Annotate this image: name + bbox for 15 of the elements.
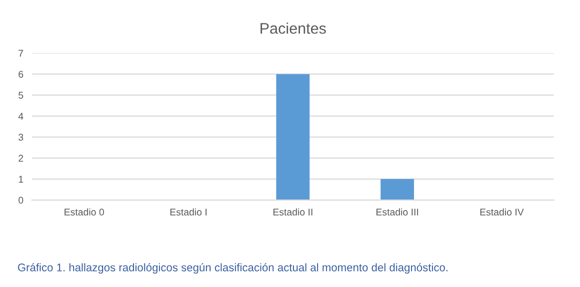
- y-tick-label: 5: [18, 92, 24, 99]
- x-tick-label: Estadio I: [170, 208, 207, 216]
- x-tick-label: Estadio II: [273, 208, 312, 216]
- text: Gráfico 1. hallazgos radiológicos según clasificación actual al momento del diagnóstico.: [18, 263, 448, 274]
- y-tick-label: 2: [18, 154, 24, 162]
- y-tick-label: 6: [18, 70, 24, 78]
- x-tick-label: Estadio 0: [64, 208, 104, 216]
- y-tick-label: 7: [18, 50, 24, 57]
- chart-title: Pacientes: [260, 22, 326, 34]
- y-tick-label: 4: [18, 112, 24, 120]
- x-tick-label: Estadio IV: [480, 208, 524, 216]
- y-tick-label: 3: [18, 134, 24, 141]
- y-tick-label: 0: [18, 196, 24, 204]
- y-tick-label: 1: [18, 176, 24, 183]
- x-tick-label: Estadio III: [376, 208, 418, 216]
